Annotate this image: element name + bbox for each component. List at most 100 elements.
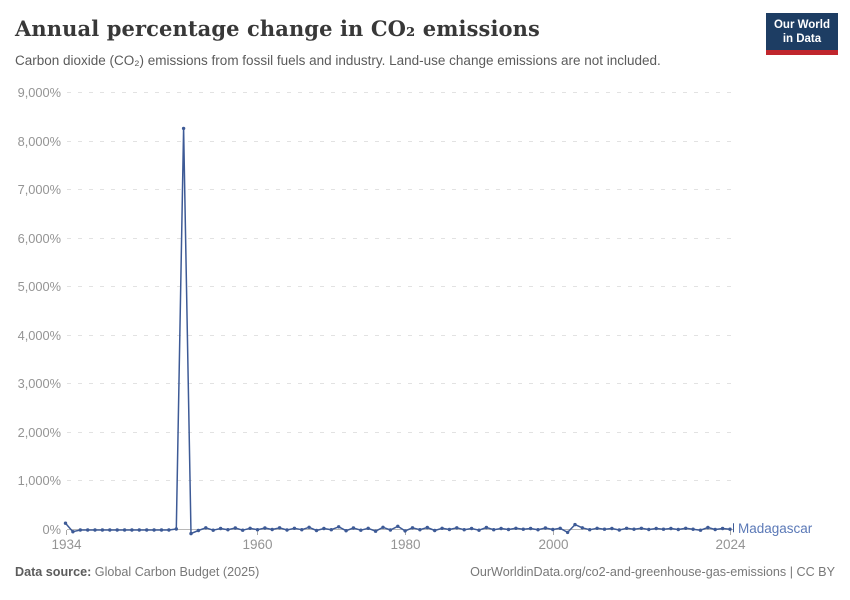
data-point [130, 528, 134, 532]
data-point [691, 527, 695, 531]
data-point [270, 527, 274, 532]
data-point [624, 526, 629, 530]
x-axis-tick-label: 2024 [715, 537, 746, 552]
data-point [211, 528, 215, 532]
data-source: Data source: Global Carbon Budget (2025) [15, 565, 259, 579]
y-axis-tick-label: 2,000% [18, 425, 61, 440]
data-point [580, 526, 584, 530]
data-point [351, 526, 356, 530]
data-point [484, 525, 489, 530]
data-source-label: Data source: [15, 565, 92, 579]
data-point [669, 526, 673, 531]
data-point [108, 528, 112, 532]
data-point [728, 527, 732, 531]
data-point [536, 528, 540, 532]
data-point [388, 528, 393, 532]
data-point [196, 528, 201, 533]
data-point [684, 526, 688, 530]
y-axis-tick-label: 9,000% [18, 85, 61, 100]
x-axis-tick-label: 1934 [51, 537, 82, 552]
x-axis-tick-label: 1980 [390, 537, 420, 552]
data-point [477, 528, 481, 532]
data-point [713, 527, 717, 532]
data-point [654, 526, 658, 531]
data-point [137, 528, 141, 532]
owid-logo-line1: Our World [773, 19, 830, 31]
data-point [396, 524, 400, 528]
data-point [93, 528, 97, 532]
data-point [647, 527, 651, 532]
data-point [189, 531, 193, 536]
data-points[interactable] [63, 126, 732, 536]
data-point [676, 527, 680, 532]
data-point [233, 526, 237, 530]
y-axis-tick-label: 5,000% [18, 279, 61, 294]
y-axis-tick-label: 8,000% [18, 134, 61, 149]
data-point [418, 528, 422, 532]
data-point [277, 526, 282, 530]
data-point [226, 528, 230, 532]
y-axis-tick-label: 3,000% [18, 376, 61, 391]
data-point [506, 527, 511, 532]
data-point [720, 526, 725, 531]
data-point [425, 525, 429, 530]
data-point [558, 526, 562, 530]
data-point [410, 526, 415, 530]
data-point [462, 528, 466, 532]
y-axis-tick-label: 4,000% [18, 328, 61, 343]
data-point [100, 528, 105, 532]
data-point [639, 526, 644, 530]
data-point [447, 527, 452, 532]
data-point [433, 528, 437, 533]
y-axis-tick-label: 1,000% [18, 473, 61, 488]
x-axis: 1934 1960 1980 2000 2024 [51, 530, 746, 552]
data-point [255, 528, 260, 532]
data-point [543, 526, 548, 530]
data-point [307, 525, 311, 529]
data-point [499, 526, 503, 531]
data-point [300, 528, 304, 532]
data-point [661, 527, 666, 531]
data-point [314, 528, 319, 533]
chart-title: Annual percentage change in CO₂ emission… [15, 16, 540, 41]
data-point [588, 528, 592, 532]
data-point [115, 528, 119, 532]
entity-label[interactable]: Madagascar [738, 521, 813, 536]
data-point [381, 525, 385, 529]
data-point [551, 527, 555, 532]
data-point [122, 528, 127, 532]
data-point [159, 528, 164, 532]
data-point [469, 526, 474, 531]
data-point [329, 528, 333, 532]
data-point [373, 529, 378, 533]
chart-subtitle: Carbon dioxide (CO₂) emissions from foss… [15, 53, 661, 68]
data-point [521, 527, 525, 531]
data-point [632, 527, 636, 531]
data-point [78, 528, 83, 532]
owid-logo: Our World in Data [765, 13, 838, 55]
data-point [595, 526, 599, 530]
data-point [145, 528, 149, 532]
data-source-value: Global Carbon Budget (2025) [91, 565, 260, 579]
y-axis-tick-label: 6,000% [18, 231, 61, 246]
owid-logo-line2: in Data [782, 33, 822, 46]
data-point [218, 526, 223, 531]
data-point [403, 529, 407, 533]
data-point [565, 530, 570, 535]
data-point [263, 526, 267, 530]
data-point [440, 526, 444, 530]
data-point [167, 528, 171, 532]
data-point [292, 526, 297, 530]
data-point [617, 528, 621, 532]
data-point [322, 526, 326, 531]
data-point [285, 528, 289, 532]
footer-url: OurWorldinData.org/co2-and-greenhouse-ga… [470, 565, 835, 579]
data-point [359, 528, 363, 532]
data-point [366, 526, 370, 530]
chart-footer: Data source: Global Carbon Budget (2025)… [15, 565, 835, 579]
x-axis-tick-label: 1960 [242, 537, 272, 552]
data-point [204, 526, 208, 530]
data-point [241, 528, 245, 532]
data-point [152, 528, 156, 532]
